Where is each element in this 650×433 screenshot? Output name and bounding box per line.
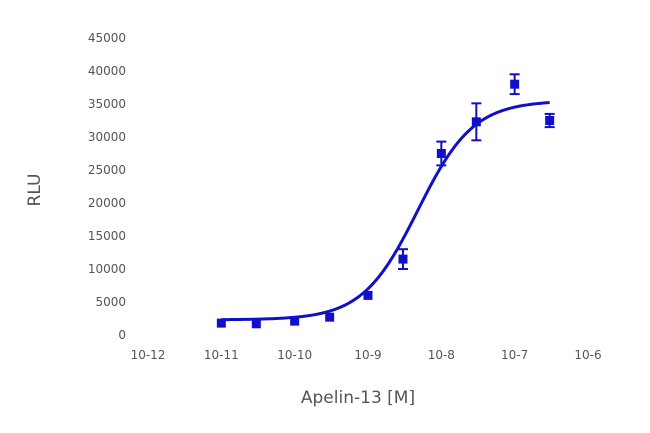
data-point (545, 116, 555, 125)
x-tick-label: 10-6 (574, 348, 601, 362)
y-tick-label: 20000 (88, 196, 126, 210)
x-axis-ticks: 10-12 10-11 10-10 10-9 10-8 10-7 10-6 (131, 348, 602, 362)
y-tick-label: 35000 (88, 97, 126, 111)
y-tick-label: 30000 (88, 130, 126, 144)
y-tick-label: 10000 (88, 262, 126, 276)
y-axis-ticks: 0 5000 10000 15000 20000 25000 30000 35000 40000… (88, 31, 126, 342)
x-tick-label: 10-8 (428, 348, 455, 362)
data-point (290, 316, 300, 326)
data-point (471, 117, 481, 127)
x-tick-label: 10-10 (277, 348, 312, 362)
y-tick-label: 25000 (88, 163, 126, 177)
data-point (510, 79, 520, 89)
y-axis-title: RLU (25, 174, 45, 207)
data-point (436, 149, 446, 158)
fit-curve (221, 101, 550, 322)
y-tick-label: 0 (118, 328, 126, 342)
data-points (216, 79, 555, 329)
x-tick-label: 10-12 (131, 348, 166, 362)
data-point (216, 318, 226, 328)
y-tick-label: 15000 (88, 229, 126, 243)
data-point (363, 290, 373, 300)
x-axis-title: Apelin-13 [M] (301, 388, 415, 408)
x-tick-label: 10-11 (204, 348, 239, 362)
data-point (325, 312, 335, 322)
y-tick-label: 40000 (88, 64, 126, 78)
y-tick-label: 5000 (95, 295, 126, 309)
y-tick-label: 45000 (88, 31, 126, 45)
data-point (251, 319, 261, 329)
data-point (398, 254, 408, 264)
x-tick-label: 10-9 (354, 348, 381, 362)
x-tick-label: 10-7 (501, 348, 528, 362)
